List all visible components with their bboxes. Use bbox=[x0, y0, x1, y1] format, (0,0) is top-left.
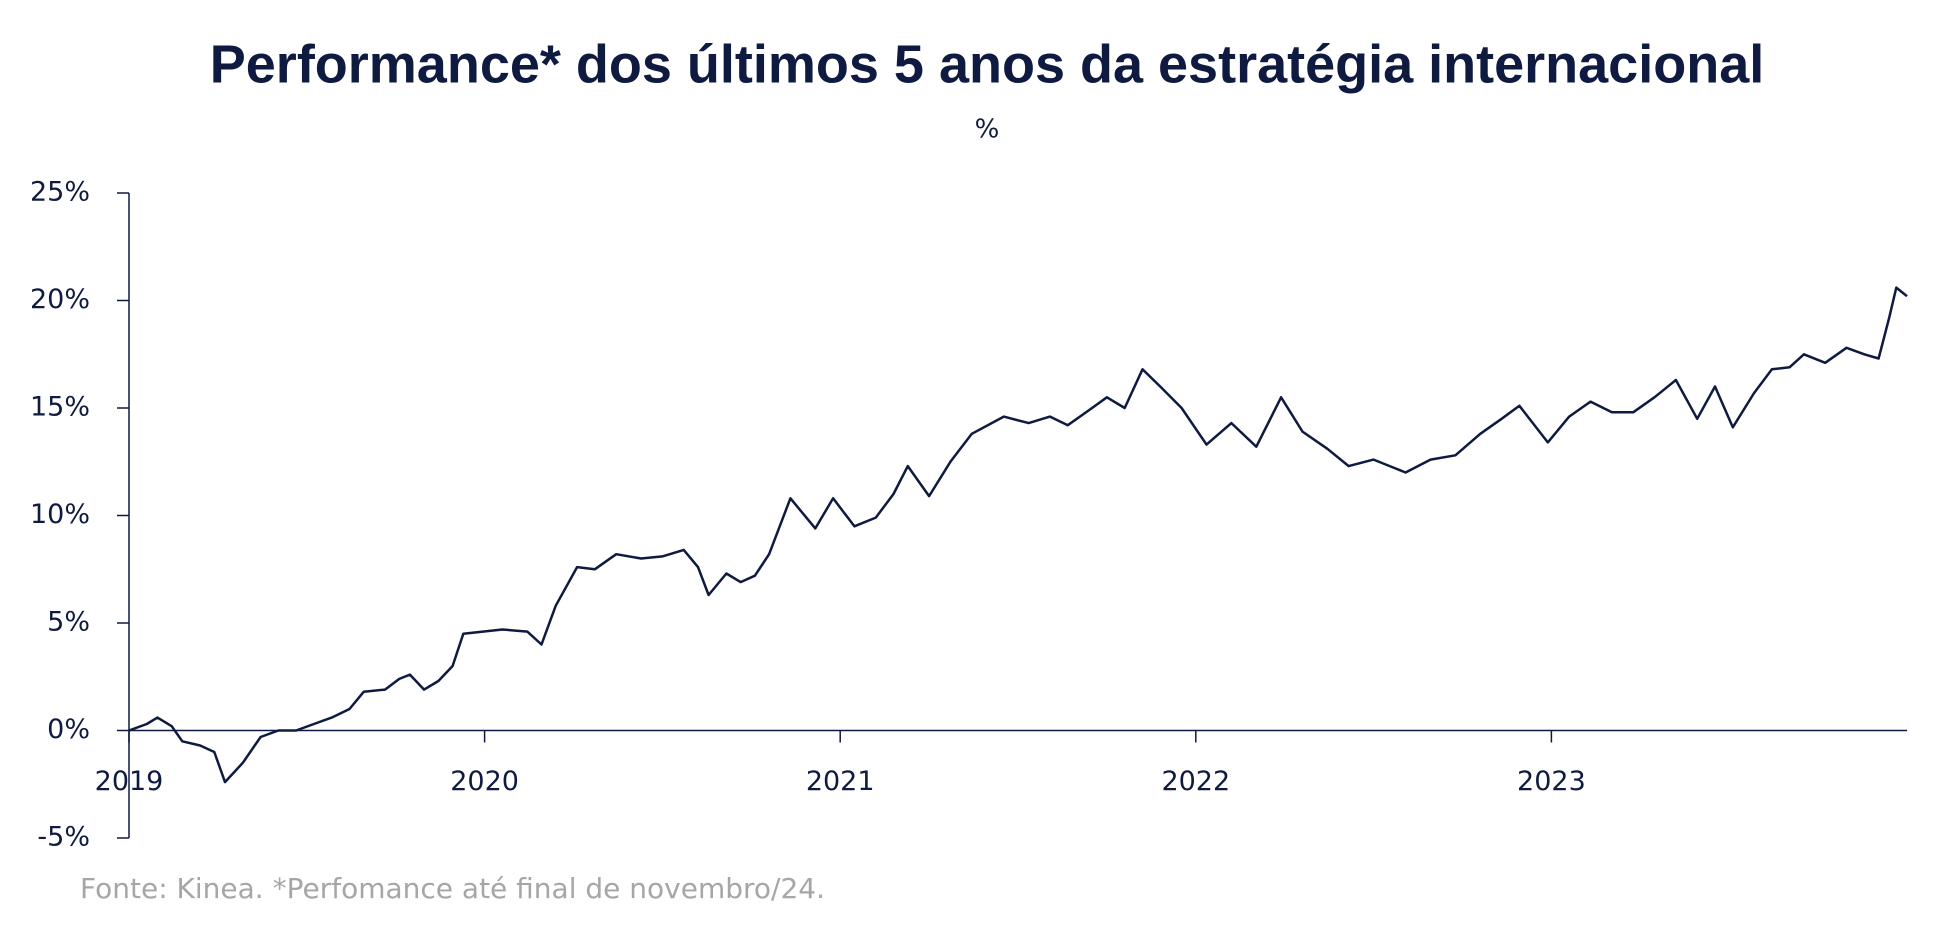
chart-subtitle: % bbox=[975, 115, 1000, 145]
chart-title: Performance* dos últimos 5 anos da estra… bbox=[210, 34, 1764, 94]
x-tick-label: 2020 bbox=[450, 766, 519, 797]
x-tick-label: 2021 bbox=[806, 766, 875, 797]
x-tick-label: 2023 bbox=[1517, 766, 1586, 797]
y-tick-label: 15% bbox=[30, 392, 90, 423]
y-tick-label: 25% bbox=[30, 177, 90, 208]
y-tick-label: -5% bbox=[37, 822, 90, 853]
line-series bbox=[128, 286, 1908, 784]
y-tick-label: 20% bbox=[30, 284, 90, 315]
x-tick-label: 2019 bbox=[95, 766, 164, 797]
y-tick-label: 5% bbox=[47, 607, 90, 638]
source-note: Fonte: Kinea. *Perfomance até final de n… bbox=[80, 872, 825, 905]
x-tick-label: 2022 bbox=[1161, 766, 1230, 797]
y-tick-label: 0% bbox=[47, 714, 90, 745]
y-tick-label: 10% bbox=[30, 499, 90, 530]
